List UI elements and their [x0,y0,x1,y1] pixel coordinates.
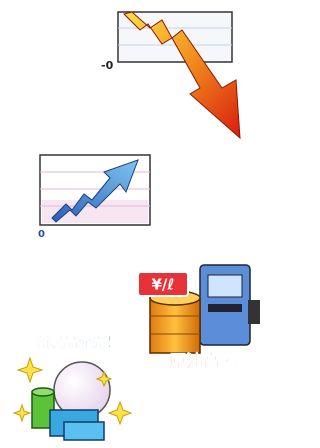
caption: 新製品発売！ [36,334,120,351]
new-product: 新製品発売！ [14,334,131,440]
decline-chart: -0 [101,12,240,138]
axis-label: 0 [38,229,45,240]
clipart-sheet: -0 0 ¥/ℓ 原油高騰 新製品発売！ [0,0,260,448]
price-sign: ¥/ℓ [152,276,175,294]
growth-chart: 0 [38,155,150,240]
axis-label: -0 [101,59,114,72]
oil-price: ¥/ℓ 原油高騰 [138,265,260,372]
caption: 原油高騰 [169,351,238,372]
